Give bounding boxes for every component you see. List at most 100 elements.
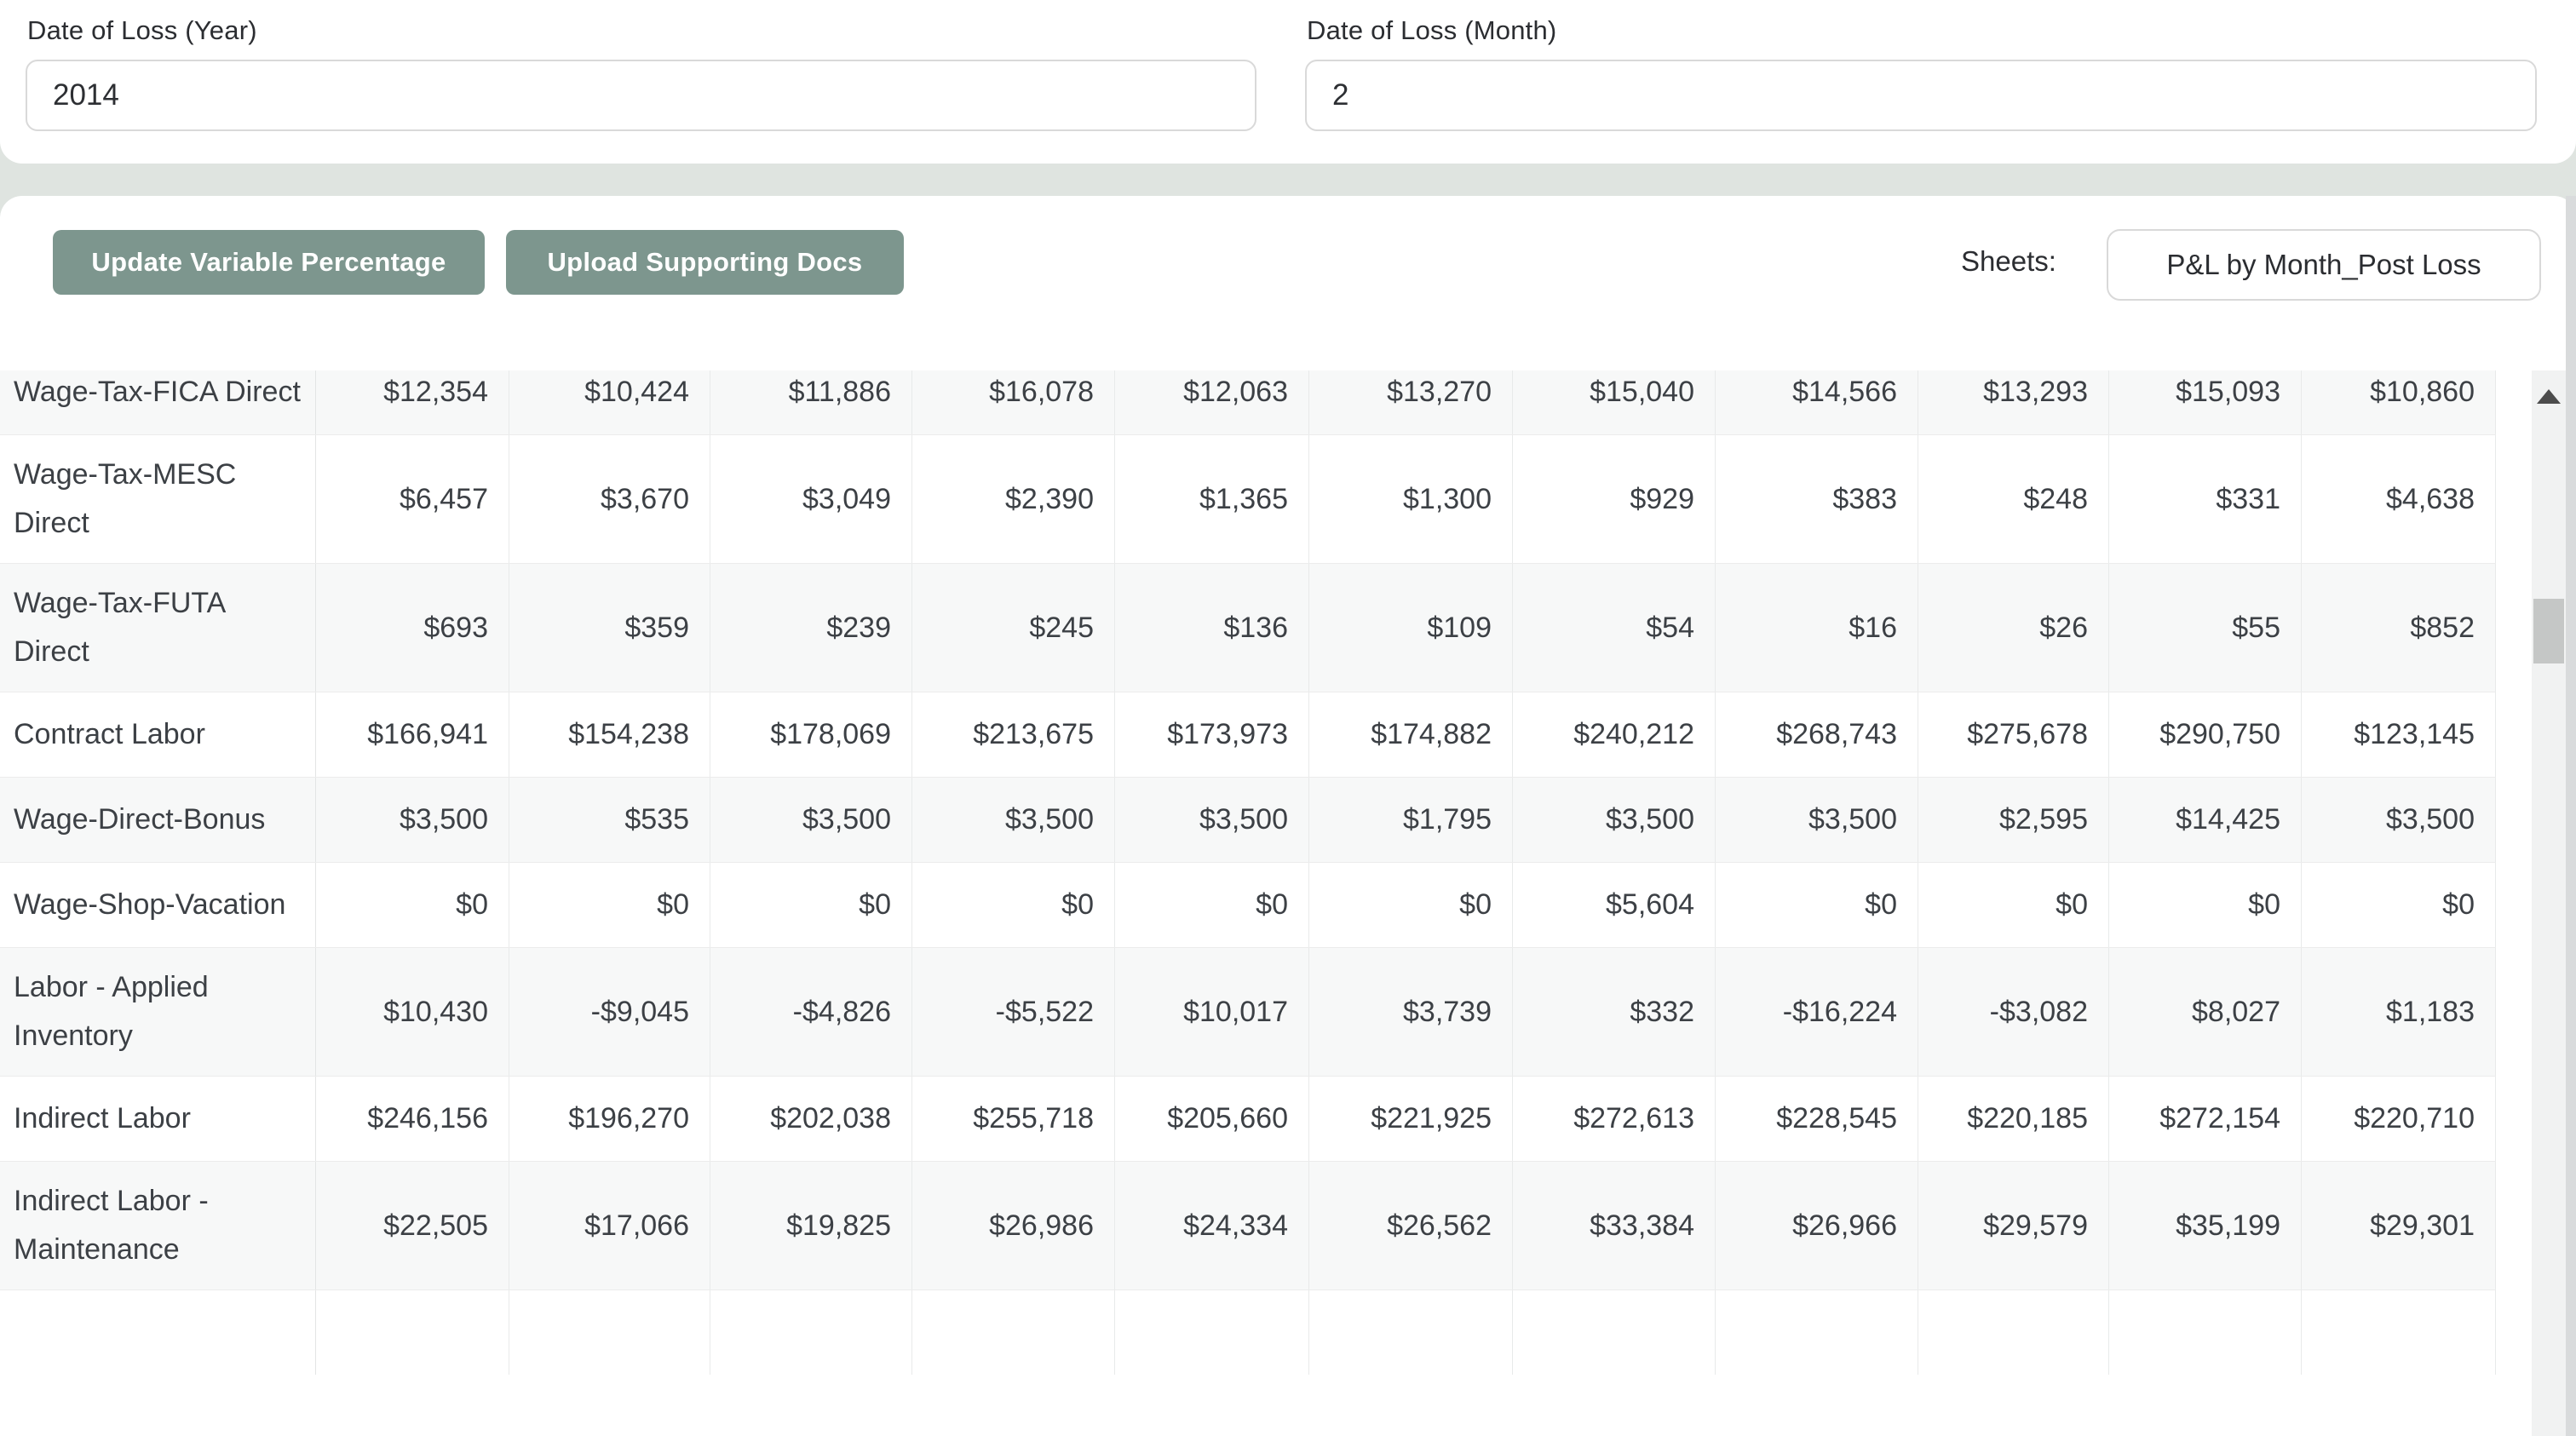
cell-value: $0 <box>710 863 912 947</box>
cell-value: $248 <box>1918 435 2109 563</box>
cell-value: $12,354 <box>316 370 509 434</box>
cell-value: $10,860 <box>2302 370 2496 434</box>
table-row: Labor - Applied Inventory $10,430 -$9,045-… <box>0 947 2496 1076</box>
cell-value <box>2302 1290 2496 1375</box>
cell-value: $255,718 <box>912 1077 1115 1161</box>
main-card: Update Variable Percentage Upload Suppor… <box>0 196 2576 1436</box>
table-row: Wage-Direct-Bonus $3,500 $535 $3,500 $3,500 $… <box>0 777 2496 862</box>
cell-value <box>2109 1290 2302 1375</box>
cell-value: $16,078 <box>912 370 1115 434</box>
year-input[interactable] <box>26 60 1256 131</box>
cell-value: $3,500 <box>316 778 509 862</box>
table-row: Contract Labor $166,941 $154,238 $178,069 $2… <box>0 692 2496 777</box>
cell-value: $16 <box>1716 564 1918 692</box>
row-label: Wage-Tax-MESC Direct <box>0 435 316 563</box>
cell-value: $205,660 <box>1115 1077 1309 1161</box>
cell-value: $55 <box>2109 564 2302 692</box>
cell-value: $136 <box>1115 564 1309 692</box>
cell-value: $166,941 <box>316 692 509 777</box>
row-label <box>0 1290 316 1375</box>
cell-value: $332 <box>1513 948 1716 1076</box>
year-label: Date of Loss (Year) <box>27 15 257 45</box>
cell-value: -$16,224 <box>1716 948 1918 1076</box>
cell-value: $15,093 <box>2109 370 2302 434</box>
cell-value: -$3,082 <box>1918 948 2109 1076</box>
cell-value: $359 <box>509 564 710 692</box>
scrollbar-thumb[interactable] <box>2533 599 2564 663</box>
cell-value: $0 <box>912 863 1115 947</box>
cell-value: $3,739 <box>1309 948 1513 1076</box>
cell-value: $19,825 <box>710 1162 912 1290</box>
cell-value: $220,185 <box>1918 1077 2109 1161</box>
cell-value: $33,384 <box>1513 1162 1716 1290</box>
scrollbar-up-arrow-icon[interactable] <box>2537 389 2561 404</box>
cell-value: $246,156 <box>316 1077 509 1161</box>
cell-value: $3,670 <box>509 435 710 563</box>
cell-value: $13,293 <box>1918 370 2109 434</box>
cell-value: $10,430 <box>316 948 509 1076</box>
table-scrollbar[interactable] <box>2532 370 2566 1436</box>
sheets-label: Sheets: <box>1961 245 2056 277</box>
cell-value: $26,562 <box>1309 1162 1513 1290</box>
cell-value: $154,238 <box>509 692 710 777</box>
cell-value: $8,027 <box>2109 948 2302 1076</box>
table-row: Indirect Labor $246,156 $196,270 $202,038 $2… <box>0 1076 2496 1161</box>
cell-value: $213,675 <box>912 692 1115 777</box>
cell-value: $239 <box>710 564 912 692</box>
cell-value <box>1918 1290 2109 1375</box>
cell-value: $1,795 <box>1309 778 1513 862</box>
cell-value: $14,425 <box>2109 778 2302 862</box>
row-label: Labor - Applied Inventory <box>0 948 316 1076</box>
cell-value: $3,500 <box>912 778 1115 862</box>
cell-value: $12,063 <box>1115 370 1309 434</box>
cell-value: $174,882 <box>1309 692 1513 777</box>
sheet-selector[interactable]: P&L by Month_Post Loss <box>2107 229 2541 301</box>
table-row: Wage-Tax-FUTA Direct $693 $359 $239 $245 $136… <box>0 563 2496 692</box>
cell-value: $26 <box>1918 564 2109 692</box>
cell-value: $26,986 <box>912 1162 1115 1290</box>
update-variable-percentage-button[interactable]: Update Variable Percentage <box>53 230 485 295</box>
cell-value: -$4,826 <box>710 948 912 1076</box>
upload-supporting-docs-button[interactable]: Upload Supporting Docs <box>506 230 904 295</box>
table-row: Indirect Labor - Maintenance $22,505 $17,0… <box>0 1161 2496 1290</box>
cell-value <box>912 1290 1115 1375</box>
cell-value: $0 <box>509 863 710 947</box>
cell-value: $173,973 <box>1115 692 1309 777</box>
cell-value <box>1309 1290 1513 1375</box>
cell-value: $693 <box>316 564 509 692</box>
cell-value: $4,638 <box>2302 435 2496 563</box>
pl-table: Wage-Tax-FICA Direct $12,354 $10,424 $11,88… <box>0 370 2532 1436</box>
cell-value: $3,500 <box>2302 778 2496 862</box>
cell-value <box>509 1290 710 1375</box>
cell-value: $331 <box>2109 435 2302 563</box>
cell-value: $24,334 <box>1115 1162 1309 1290</box>
table-row: Wage-Tax-MESC Direct $6,457 $3,670 $3,049 $2… <box>0 434 2496 563</box>
cell-value: $1,300 <box>1309 435 1513 563</box>
cell-value: $2,595 <box>1918 778 2109 862</box>
sheet-selector-value: P&L by Month_Post Loss <box>2166 249 2481 280</box>
month-label: Date of Loss (Month) <box>1307 15 1557 45</box>
cell-value: $35,199 <box>2109 1162 2302 1290</box>
cell-value: $202,038 <box>710 1077 912 1161</box>
cell-value: $11,886 <box>710 370 912 434</box>
row-label: Indirect Labor - Maintenance <box>0 1162 316 1290</box>
table-row <box>0 1290 2496 1375</box>
cell-value: $10,017 <box>1115 948 1309 1076</box>
cell-value: $3,500 <box>1513 778 1716 862</box>
cell-value: $17,066 <box>509 1162 710 1290</box>
month-input[interactable] <box>1305 60 2537 131</box>
cell-value: $228,545 <box>1716 1077 1918 1161</box>
window-scrollbar-edge <box>2566 196 2576 1436</box>
cell-value: $196,270 <box>509 1077 710 1161</box>
row-label: Wage-Tax-FUTA Direct <box>0 564 316 692</box>
cell-value: $3,500 <box>710 778 912 862</box>
cell-value: $3,500 <box>1115 778 1309 862</box>
cell-value: $0 <box>2302 863 2496 947</box>
cell-value: $3,049 <box>710 435 912 563</box>
cell-value: $290,750 <box>2109 692 2302 777</box>
cell-value: $1,365 <box>1115 435 1309 563</box>
cell-value: $2,390 <box>912 435 1115 563</box>
table-row: Wage-Tax-FICA Direct $12,354 $10,424 $11,88… <box>0 370 2496 434</box>
cell-value <box>316 1290 509 1375</box>
cell-value: $245 <box>912 564 1115 692</box>
